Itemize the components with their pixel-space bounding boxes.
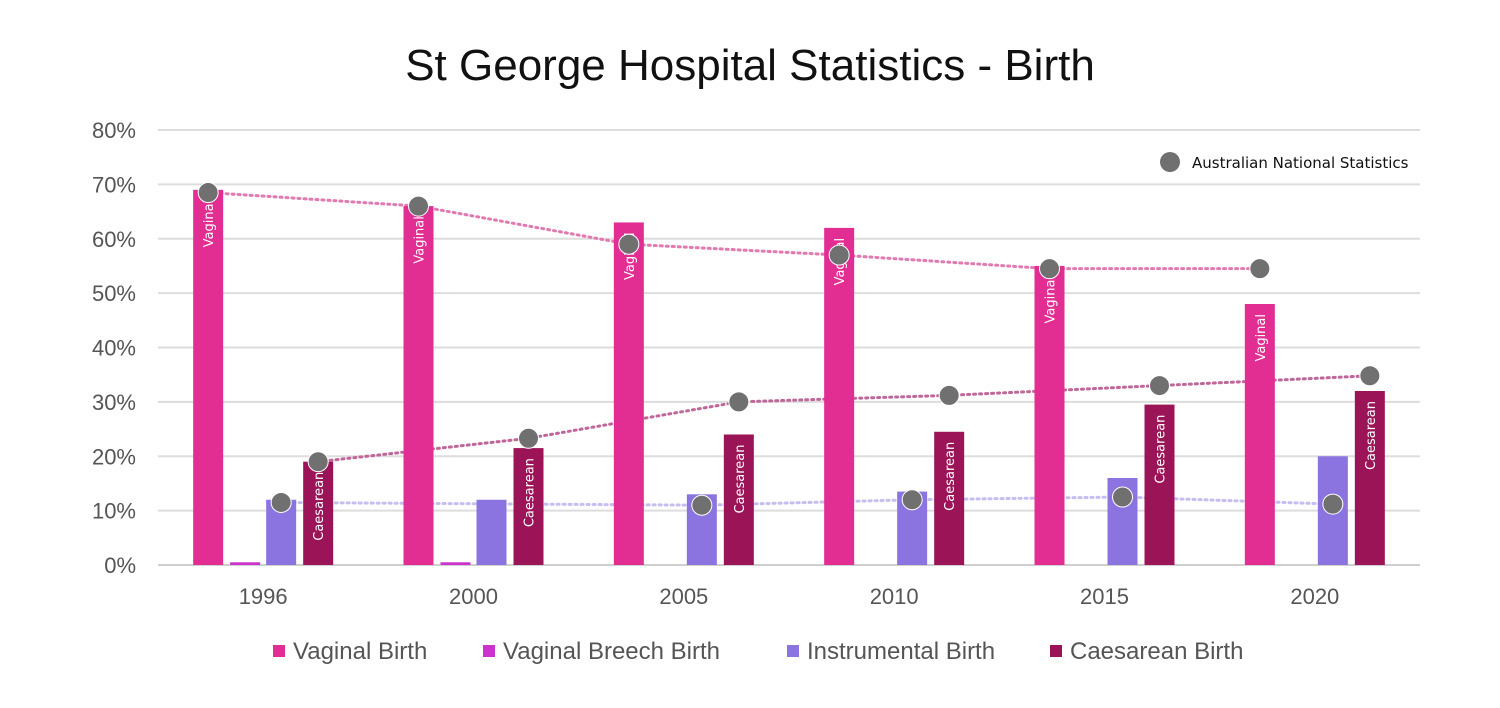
legend-swatch (1050, 645, 1062, 657)
bars: VaginalVaginalVaginalVaginalVaginalVagin… (193, 189, 1385, 565)
bar-vaginal-breech-birth (440, 562, 471, 565)
bar-label: Caesarean (312, 472, 327, 541)
x-tick-label: 1996 (239, 584, 288, 609)
legend-swatch (273, 645, 285, 657)
bar-caesarean-birth (1144, 404, 1175, 565)
bar-label: Caesarean (733, 445, 748, 514)
y-axis-ticks: 0% 10% 20% 30% 40% 50% 60% 70% 80% (92, 118, 136, 578)
national-point (901, 489, 923, 511)
national-statistics-legend: Australian National Statistics (1160, 152, 1409, 172)
bar-vaginal-birth (1244, 304, 1275, 565)
chart-title: St George Hospital Statistics - Birth (405, 41, 1095, 90)
x-tick-label: 2020 (1290, 584, 1339, 609)
national-points (197, 182, 1381, 516)
national-point (307, 451, 329, 473)
bar-caesarean-birth (934, 431, 965, 565)
national-point (270, 491, 292, 513)
national-point (1112, 486, 1133, 508)
bar-label: Caesarean (943, 442, 958, 511)
bar-label: Vaginal (202, 200, 217, 248)
national-point (1249, 258, 1271, 280)
national-point (1322, 493, 1344, 515)
national-point (728, 391, 750, 413)
bar-label: Caesarean (1154, 415, 1169, 484)
bar-vaginal-birth (1034, 265, 1065, 565)
bar-caesarean-birth (723, 434, 754, 565)
national-point (408, 195, 429, 217)
legend-swatch (483, 645, 495, 657)
legend-label: Instrumental Birth (807, 638, 995, 665)
y-tick-label: 70% (92, 172, 136, 197)
bar-vaginal-birth (193, 189, 224, 565)
legend-label: Caesarean Birth (1070, 638, 1243, 665)
national-point (691, 494, 713, 516)
legend-label: Vaginal Breech Birth (503, 638, 720, 665)
bar-label: Vaginal (1254, 314, 1269, 362)
y-tick-label: 0% (104, 553, 136, 578)
y-tick-label: 80% (92, 118, 136, 143)
national-point (1039, 258, 1060, 280)
legend-swatch (787, 645, 799, 657)
national-legend-marker (1160, 152, 1180, 172)
national-point (1359, 365, 1381, 387)
national-point (618, 233, 640, 255)
y-tick-label: 20% (92, 444, 136, 469)
x-axis-ticks: 1996 2000 2005 2010 2015 2020 (239, 584, 1340, 609)
bar-vaginal-birth (403, 206, 434, 565)
y-tick-label: 40% (92, 336, 136, 361)
y-tick-label: 30% (92, 390, 136, 415)
y-tick-label: 50% (92, 281, 136, 306)
bar-caesarean-birth (303, 461, 334, 565)
national-point (518, 427, 539, 449)
bar-label: Vaginal (1044, 276, 1059, 324)
x-tick-label: 2015 (1080, 584, 1129, 609)
x-tick-label: 2010 (870, 584, 919, 609)
national-point (938, 384, 960, 406)
bar-vaginal-birth (613, 222, 644, 565)
national-point (828, 244, 850, 266)
bar-caesarean-birth (1354, 391, 1385, 565)
y-tick-label: 60% (92, 227, 136, 252)
national-point (1149, 375, 1170, 397)
national-point (197, 182, 219, 204)
x-tick-label: 2000 (449, 584, 498, 609)
national-legend-label: Australian National Statistics (1192, 154, 1409, 172)
y-tick-label: 10% (92, 499, 136, 524)
legend-label: Vaginal Birth (293, 638, 427, 665)
bar-label: Vaginal (413, 216, 428, 264)
bar-instrumental-birth (476, 499, 507, 565)
national-trend-line (279, 495, 1335, 507)
bar-label: Caesarean (523, 458, 538, 527)
bar-vaginal-birth (824, 227, 855, 565)
national-trend-line (206, 191, 1262, 271)
bar-label: Caesarean (1364, 401, 1379, 470)
bar-caesarean-birth (513, 448, 544, 565)
legend: Vaginal Birth Vaginal Breech Birth Instrum… (273, 638, 1243, 665)
bar-vaginal-breech-birth (230, 562, 261, 565)
x-tick-label: 2005 (659, 584, 708, 609)
